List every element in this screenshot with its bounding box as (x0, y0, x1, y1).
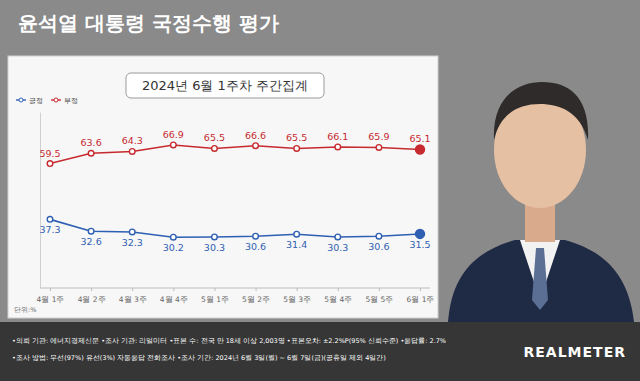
x-tick-label: 5월 4주 (324, 295, 352, 304)
x-tick: 4월 3주 (119, 288, 147, 304)
series-point (253, 143, 259, 149)
data-labels: 37.3 32.6 32.3 30.2 30.3 30.6 31.4 30.3 30.6 31.5… (39, 129, 430, 253)
data-label: 66.6 (245, 130, 266, 141)
x-tick: 4월 1주 (37, 288, 65, 304)
footer-note: •조사 방법: 무선(97%) 유선(3%) 자동응답 전화조사 •조사 기간:… (12, 354, 386, 362)
x-tick-mark (132, 288, 133, 291)
portrait (448, 82, 634, 322)
data-label: 59.5 (39, 148, 60, 159)
footer-note: •의뢰 기관: 에너지경제신문 •조사 기관: 리얼미터 •표본 수: 전국 만… (12, 337, 446, 345)
x-tick: 5월 2주 (242, 288, 270, 304)
x-tick: 5월 4주 (324, 288, 352, 304)
data-label: 31.4 (286, 239, 307, 250)
y-axis-line (40, 113, 41, 289)
legend-key-marker (54, 98, 58, 102)
subtitle: 2024년 6월 1주차 주간집계 (142, 78, 308, 93)
x-tick-label: 4월 2주 (78, 295, 106, 304)
portrait-hair (494, 82, 588, 140)
x-tick: 5월 1주 (201, 288, 229, 304)
x-tick-label: 5월 5주 (365, 295, 393, 304)
legend: 긍정 부정 (16, 97, 78, 105)
background (0, 0, 640, 381)
x-tick-mark (338, 288, 339, 291)
x-axis: 4월 1주 4월 2주 4월 3주 4월 4주 5월 1주 5월 2주 5월 3주 5월 4주… (37, 288, 435, 304)
brand: REALMETER (524, 344, 627, 360)
series-point (376, 145, 382, 151)
series-point (335, 234, 341, 240)
series-point (88, 150, 94, 156)
portrait-tie (532, 248, 548, 310)
data-label: 30.3 (327, 242, 348, 253)
data-label: 32.6 (81, 236, 102, 247)
data-label: 31.5 (409, 239, 430, 250)
series-point (294, 146, 300, 152)
x-tick-mark (91, 288, 92, 291)
x-tick-label: 5월 3주 (283, 295, 311, 304)
legend-label: 부정 (64, 97, 78, 105)
y-axis-title: 단위:% (14, 306, 36, 314)
series-point (88, 228, 94, 234)
x-tick: 5월 3주 (283, 288, 311, 304)
legend-label: 긍정 (29, 97, 43, 105)
x-tick-mark (50, 288, 51, 291)
panel (8, 56, 438, 318)
series-line (50, 145, 420, 164)
series-point (129, 149, 135, 155)
series-line (50, 219, 420, 237)
data-label: 66.1 (327, 131, 348, 142)
series-point (253, 233, 259, 239)
data-label: 65.9 (368, 131, 389, 142)
x-tick-mark (214, 288, 215, 291)
x-tick-label: 4월 4주 (160, 295, 188, 304)
x-tick-mark (420, 288, 421, 291)
x-tick-mark (173, 288, 174, 291)
series-point (416, 145, 425, 154)
x-tick: 6월 1주 (407, 288, 435, 304)
y-axis (40, 113, 41, 289)
data-label: 30.6 (368, 241, 389, 252)
data-label: 30.6 (245, 241, 266, 252)
x-tick-label: 5월 1주 (201, 295, 229, 304)
series-point (47, 161, 53, 167)
x-tick-label: 5월 2주 (242, 295, 270, 304)
data-label: 65.1 (409, 133, 430, 144)
data-label: 66.9 (163, 129, 184, 140)
series-point (376, 233, 382, 239)
subtitle-box: 2024년 6월 1주차 주간집계 (126, 73, 324, 98)
x-tick-mark (379, 288, 380, 291)
x-tick: 5월 5주 (365, 288, 393, 304)
data-label: 65.5 (286, 132, 307, 143)
x-tick-mark (297, 288, 298, 291)
footer (0, 322, 640, 381)
x-tick-label: 4월 3주 (119, 295, 147, 304)
title: 윤석열 대통령 국정수행 평가 (18, 11, 279, 35)
data-label: 30.3 (204, 242, 225, 253)
series-point (294, 231, 300, 237)
x-tick: 4월 4주 (160, 288, 188, 304)
x-tick: 4월 2주 (78, 288, 106, 304)
chart: 윤석열 대통령 국정수행 평가2024년 6월 1주차 주간집계4월 1주4월 … (0, 0, 640, 381)
data-label: 65.5 (204, 132, 225, 143)
series-point (171, 234, 177, 240)
x-tick-label: 4월 1주 (37, 295, 65, 304)
data-label: 30.2 (163, 242, 184, 253)
legend-key-marker (19, 98, 23, 102)
subtitle-frame (126, 73, 324, 98)
series-point (47, 217, 53, 223)
x-axis-line (40, 288, 430, 289)
series-point (212, 146, 218, 152)
data-label: 32.3 (122, 237, 143, 248)
data-label: 37.3 (39, 224, 60, 235)
series-point (171, 142, 177, 148)
data-label: 63.6 (81, 137, 102, 148)
x-tick-label: 6월 1주 (407, 295, 435, 304)
series-point (212, 234, 218, 240)
series-point (416, 229, 425, 238)
series-point (129, 229, 135, 235)
plot-marks (47, 142, 424, 240)
series-point (335, 144, 341, 150)
x-tick-mark (256, 288, 257, 291)
data-label: 64.3 (122, 135, 143, 146)
portrait-suit (448, 240, 634, 322)
